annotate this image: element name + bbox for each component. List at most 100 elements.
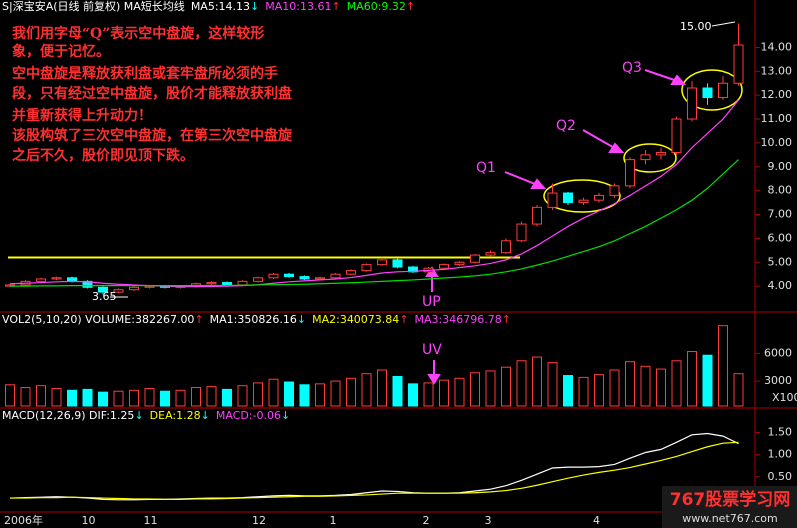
y-tick-label: 13.00 <box>761 64 793 77</box>
unit-label: X100 <box>772 391 797 404</box>
annotation: 空中盘旋是释放获利盘或套牢盘所必须的手 <box>12 65 278 82</box>
panel-header: VOL2(5,10,20) VOLUME:382267.00↑ MA1:35082… <box>2 313 511 326</box>
candle-body <box>237 280 248 286</box>
y-tick-label: 0.50 <box>768 470 793 483</box>
y-tick-label: 11.00 <box>761 112 793 125</box>
header-item: VOL2(5,10,20) VOLUME:382267.00 <box>2 313 194 326</box>
x-tick-label: 2006年 <box>4 513 43 527</box>
y-tick-label: 6.00 <box>768 231 793 244</box>
volume-bar <box>129 389 139 407</box>
x-tick-label: 3 <box>485 514 492 527</box>
peak-pointer <box>711 21 736 27</box>
candle-body <box>222 282 232 286</box>
volume-bar <box>718 325 728 407</box>
candle-body <box>594 194 604 201</box>
x-tick-label: 11 <box>144 514 158 527</box>
header-item: ↓ <box>134 409 143 422</box>
candle-body <box>330 273 341 279</box>
y-tick-label: 1.50 <box>768 426 793 439</box>
candle-body <box>361 264 372 272</box>
watermark-box <box>662 486 797 528</box>
volume-bar <box>253 382 263 407</box>
candle-body <box>268 273 279 279</box>
volume-bar <box>578 376 589 407</box>
candle-body <box>702 87 713 99</box>
volume-bar <box>299 384 310 407</box>
candle-body <box>656 151 666 156</box>
volume-bar <box>160 390 170 407</box>
candle-body <box>501 240 511 254</box>
header-item: MA3:346796.78 <box>415 313 502 326</box>
volume-bar <box>191 387 201 407</box>
x-tick-label: 1 <box>330 514 337 527</box>
volume-bar <box>470 372 480 407</box>
y-tick-label: 10.00 <box>761 136 793 149</box>
volume-bar <box>733 373 744 407</box>
candle-body <box>532 206 542 225</box>
candle-body <box>346 270 356 275</box>
chart-label: UP <box>422 294 441 310</box>
header-item: MA10:13.61 <box>265 0 331 13</box>
candle-body <box>284 273 294 278</box>
pointer-arrows <box>425 69 687 385</box>
volume-bar <box>237 385 248 407</box>
candle-body <box>51 277 62 280</box>
chart-label: 15.00 <box>680 20 712 33</box>
volume-bar <box>377 369 387 407</box>
candle-body <box>470 254 480 263</box>
candle-body <box>377 259 387 266</box>
volume-bar <box>408 383 418 407</box>
volume-bar <box>98 391 108 407</box>
panel-header: MACD(12,26,9) DIF:1.25↓ DEA:1.28↓ MACD:-0.… <box>2 409 290 422</box>
volume-bar <box>51 387 62 407</box>
volume-bar <box>36 385 46 407</box>
volume-bar <box>656 368 666 407</box>
candle-body <box>485 252 496 256</box>
candle-body <box>113 289 124 293</box>
volume-bar <box>516 360 527 407</box>
candle-body <box>129 286 139 291</box>
q-ellipses <box>543 69 743 213</box>
x-tick-label: 10 <box>82 514 96 527</box>
header-item: S|深宝安A(日线 前复权) MA短长均线 <box>2 0 185 13</box>
candle-body <box>392 259 403 268</box>
volume-bar <box>640 365 651 407</box>
y-tick-label: 3000 <box>764 374 792 387</box>
watermark-url: www.net767.com <box>682 512 778 525</box>
candle-body <box>36 278 46 282</box>
x-tick-label: 4 <box>593 514 600 527</box>
header-item: ↓ <box>201 409 210 422</box>
volume-bar <box>346 377 356 407</box>
candle-body <box>687 87 697 120</box>
candle-body <box>315 277 325 280</box>
volume-bar <box>113 390 124 407</box>
line <box>10 159 739 287</box>
chart-label: Q1 <box>476 160 496 176</box>
volume-bar <box>330 380 341 407</box>
candle-body <box>640 154 651 161</box>
candle-body <box>299 276 310 280</box>
volume-bar <box>563 375 573 407</box>
y-tick-label: 1.00 <box>768 448 793 461</box>
header-item: ↓ <box>250 0 259 13</box>
volume-bar <box>454 377 465 407</box>
y-tick-label: 5.00 <box>768 255 793 268</box>
chart-label: Q2 <box>556 118 576 134</box>
header-item: MACD:-0.06 <box>216 409 281 422</box>
chart-label: UV <box>422 342 442 358</box>
annotation: 段，只有经过空中盘旋，股价才能释放获利盘 <box>12 85 292 102</box>
volume-bar <box>206 386 217 407</box>
line <box>9 99 739 288</box>
candle-body <box>206 282 217 285</box>
candle-body <box>609 185 620 196</box>
header-item: MA60:9.32 <box>347 0 406 13</box>
annotation: 我们用字母“Q”表示空中盘旋，这样较形 <box>12 25 264 42</box>
volume-bar <box>625 361 635 407</box>
volume-bar <box>594 374 604 407</box>
volume-bar <box>687 351 697 407</box>
candle-body <box>439 264 449 269</box>
x-tick-label: 2 <box>423 514 430 527</box>
header-item: ↑ <box>194 313 203 326</box>
volume-bar <box>268 378 279 407</box>
volume-bar <box>5 384 15 407</box>
